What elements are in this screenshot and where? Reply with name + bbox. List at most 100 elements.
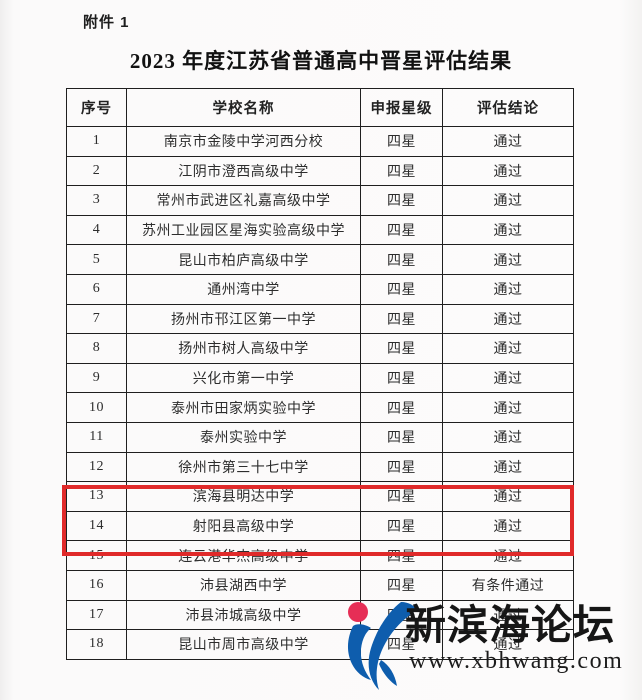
cell-result: 通过 — [442, 599, 574, 631]
cell-result: 通过 — [442, 540, 574, 571]
cell-result: 通过 — [442, 421, 574, 453]
results-table: 序号 学校名称 申报星级 评估结论 1 南京市金陵中学河西分校 四星 通过 2 … — [66, 88, 574, 660]
cell-star: 四星 — [360, 421, 443, 453]
header-result: 评估结论 — [442, 88, 574, 127]
cell-result: 通过 — [442, 126, 574, 157]
cell-school: 通州湾中学 — [126, 273, 361, 305]
cell-result: 通过 — [442, 155, 574, 187]
cell-no: 15 — [66, 540, 127, 571]
cell-star: 四星 — [360, 155, 443, 187]
cell-result: 通过 — [442, 510, 574, 542]
cell-result: 通过 — [442, 244, 574, 275]
table-header-row: 序号 学校名称 申报星级 评估结论 — [66, 88, 574, 127]
cell-school: 常州市武进区礼嘉高级中学 — [126, 185, 361, 216]
cell-result: 通过 — [442, 362, 574, 394]
header-no: 序号 — [66, 88, 127, 127]
header-star: 申报星级 — [360, 88, 443, 127]
cell-star: 四星 — [360, 185, 443, 216]
cell-no: 11 — [66, 421, 127, 453]
cell-school: 苏州工业园区星海实验高级中学 — [126, 214, 361, 246]
table-row: 2 江阴市澄西高级中学 四星 通过 — [66, 155, 574, 187]
cell-star: 四星 — [360, 273, 443, 305]
cell-result: 通过 — [442, 333, 574, 364]
table-row: 15 连云港华杰高级中学 四星 通过 — [66, 540, 574, 571]
table-row: 13 滨海县明达中学 四星 通过 — [66, 481, 574, 512]
cell-school: 昆山市周市高级中学 — [126, 629, 361, 660]
cell-school: 沛县沛城高级中学 — [126, 599, 361, 631]
cell-star: 四星 — [360, 214, 443, 246]
cell-no: 2 — [66, 155, 127, 187]
cell-no: 14 — [66, 510, 127, 542]
cell-result: 通过 — [442, 303, 574, 335]
table-row: 14 射阳县高级中学 四星 通过 — [66, 510, 574, 542]
watermark-site-url: www.xbhwang.com — [409, 648, 624, 674]
table-row: 9 兴化市第一中学 四星 通过 — [66, 362, 574, 394]
cell-no: 13 — [66, 481, 127, 512]
table-row: 18 昆山市周市高级中学 四星 通过 — [66, 629, 574, 660]
table-row: 7 扬州市邗江区第一中学 四星 通过 — [66, 303, 574, 335]
table-row: 16 沛县湖西中学 四星 有条件通过 — [66, 569, 574, 601]
page-title: 2023 年度江苏省普通高中晋星评估结果 — [129, 49, 513, 73]
table-row: 1 南京市金陵中学河西分校 四星 通过 — [66, 126, 574, 157]
cell-result: 通过 — [442, 392, 574, 423]
cell-no: 4 — [66, 214, 127, 246]
cell-school: 沛县湖西中学 — [126, 569, 361, 601]
watermark-site-name: 新滨海论坛 — [405, 602, 615, 648]
table-row: 6 通州湾中学 四星 通过 — [66, 273, 574, 305]
cell-school: 射阳县高级中学 — [126, 510, 361, 542]
cell-star: 四星 — [360, 510, 443, 542]
table-row: 4 苏州工业园区星海实验高级中学 四星 通过 — [66, 214, 574, 246]
cell-star: 四星 — [360, 540, 443, 571]
header-school: 学校名称 — [126, 88, 361, 127]
cell-school: 滨海县明达中学 — [126, 481, 361, 512]
cell-star: 四星 — [360, 392, 443, 423]
cell-result: 有条件通过 — [442, 569, 574, 601]
cell-no: 10 — [66, 392, 127, 423]
cell-no: 1 — [66, 126, 127, 157]
table-row: 11 泰州实验中学 四星 通过 — [66, 421, 574, 453]
cell-no: 6 — [66, 273, 127, 305]
cell-star: 四星 — [360, 303, 443, 335]
cell-no: 17 — [66, 599, 127, 631]
results-table-wrap: 序号 学校名称 申报星级 评估结论 1 南京市金陵中学河西分校 四星 通过 2 … — [66, 88, 574, 660]
cell-school: 连云港华杰高级中学 — [126, 540, 361, 571]
watermark: 新滨海论坛 www.xbhwang.com — [335, 590, 642, 700]
table-row: 5 昆山市柏庐高级中学 四星 通过 — [66, 244, 574, 275]
site-logo-icon — [347, 602, 417, 690]
cell-result: 通过 — [442, 481, 574, 512]
cell-star: 四星 — [360, 362, 443, 394]
cell-no: 9 — [66, 362, 127, 394]
cell-result: 通过 — [442, 451, 574, 483]
cell-star: 四星 — [360, 333, 443, 364]
cell-no: 12 — [66, 451, 127, 483]
cell-school: 扬州市邗江区第一中学 — [126, 303, 361, 335]
cell-school: 泰州实验中学 — [126, 421, 361, 453]
cell-no: 7 — [66, 303, 127, 335]
table-row: 8 扬州市树人高级中学 四星 通过 — [66, 333, 574, 364]
cell-result: 通过 — [442, 273, 574, 305]
cell-star: 四星 — [360, 481, 443, 512]
cell-school: 南京市金陵中学河西分校 — [126, 126, 361, 157]
cell-school: 兴化市第一中学 — [126, 362, 361, 394]
cell-no: 5 — [66, 244, 127, 275]
table-row: 3 常州市武进区礼嘉高级中学 四星 通过 — [66, 185, 574, 216]
attachment-label: 附件 1 — [83, 14, 130, 31]
cell-school: 徐州市第三十七中学 — [126, 451, 361, 483]
cell-result: 通过 — [442, 629, 574, 660]
cell-school: 昆山市柏庐高级中学 — [126, 244, 361, 275]
table-row: 10 泰州市田家炳实验中学 四星 通过 — [66, 392, 574, 423]
cell-no: 3 — [66, 185, 127, 216]
cell-no: 16 — [66, 569, 127, 601]
cell-star: 四星 — [360, 244, 443, 275]
cell-school: 扬州市树人高级中学 — [126, 333, 361, 364]
cell-star: 四星 — [360, 451, 443, 483]
cell-no: 18 — [66, 629, 127, 660]
cell-no: 8 — [66, 333, 127, 364]
cell-school: 泰州市田家炳实验中学 — [126, 392, 361, 423]
cell-result: 通过 — [442, 185, 574, 216]
cell-school: 江阴市澄西高级中学 — [126, 155, 361, 187]
cell-star: 四星 — [360, 126, 443, 157]
cell-result: 通过 — [442, 214, 574, 246]
table-row: 12 徐州市第三十七中学 四星 通过 — [66, 451, 574, 483]
